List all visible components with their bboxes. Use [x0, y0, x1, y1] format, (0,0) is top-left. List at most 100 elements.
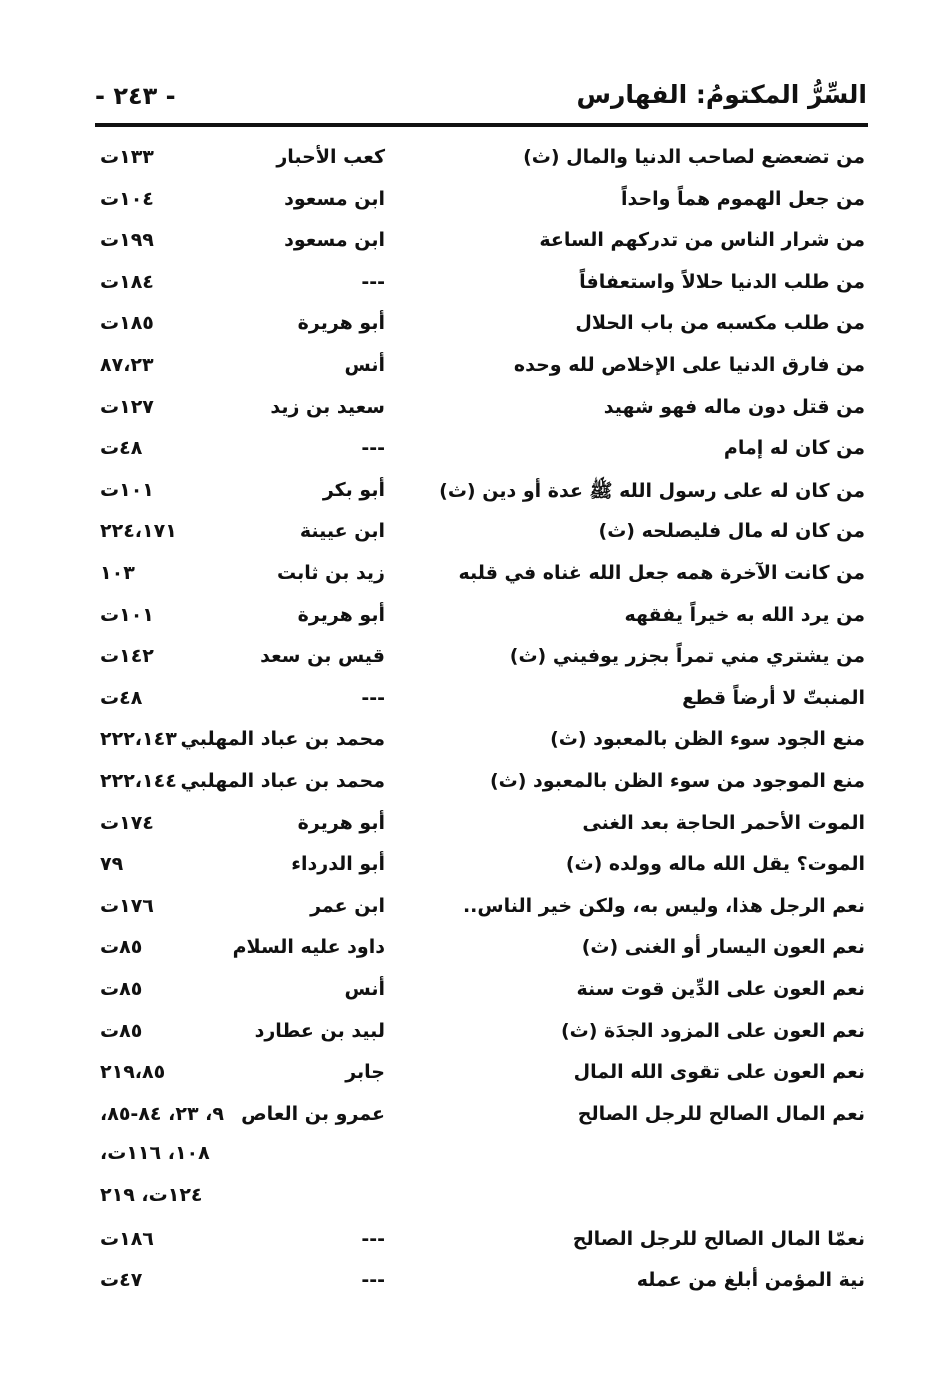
- index-entry: الموت؟ يقل الله ماله وولده (ث) أبو الدردا…: [0, 853, 947, 893]
- index-entry: نعم العون على المزود الجدَة (ث) لبيد بن ع…: [0, 1020, 947, 1060]
- entry-pages: ٤٧ت: [100, 1269, 143, 1292]
- entry-pages: ٢٢٢،١٤٣: [100, 728, 177, 751]
- entry-text: من كان له على رسول الله ﷺ عدة أو دين (ث): [439, 479, 865, 502]
- entry-text: من تضعضع لصاحب الدنيا والمال (ث): [523, 146, 865, 168]
- entry-pages: ١٤٢ت: [100, 645, 154, 668]
- entry-narrator: محمد بن عباد المهلبي: [180, 728, 385, 751]
- running-header-title: السِّرُّ المكتومُ: الفهارس: [576, 80, 867, 109]
- index-entry: من كان له مال فليصلحه (ث) ابن عيينة ٢٢٤،١٧…: [0, 520, 947, 560]
- entry-narrator: ---: [361, 437, 385, 460]
- entry-narrator: أبو بكر: [322, 478, 385, 501]
- entry-pages: ١٢٧ت: [100, 395, 154, 418]
- entry-narrator: لبيد بن عطارد: [254, 1019, 385, 1042]
- entry-text: نية المؤمن أبلغ من عمله: [636, 1269, 865, 1292]
- index-entry: من قتل دون ماله فهو شهيد سعيد بن زيد ١٢٧ت: [0, 396, 947, 436]
- index-entry: منع الجود سوء الظن بالمعبود (ث) محمد بن ع…: [0, 728, 947, 768]
- entry-text: نعم العون على المزود الجدَة (ث): [560, 1019, 865, 1042]
- entry-narrator: ابن مسعود: [284, 229, 385, 252]
- entry-narrator: أبو هريرة: [297, 811, 385, 834]
- entry-pages: ١٠١ت: [100, 603, 154, 626]
- entry-pages: ٨٧،٢٣: [100, 354, 154, 376]
- entry-text: نعم المال الصالح للرجل الصالح: [577, 1102, 865, 1125]
- entry-pages: ٤٨ت: [100, 686, 143, 709]
- entry-narrator: محمد بن عباد المهلبي: [180, 770, 385, 792]
- entry-pages: ١٩٩ت: [100, 229, 154, 252]
- entry-text: المنبتّ لا أرضاً قطع: [682, 686, 865, 709]
- entry-narrator: زيد بن ثابت: [276, 562, 385, 584]
- entry-pages: ١٠٣: [100, 562, 135, 584]
- entry-narrator: عمرو بن العاص: [241, 1102, 385, 1125]
- entry-pages: ١٨٤ت: [100, 270, 154, 293]
- index-entry: من كان له إمام --- ٤٨ت: [0, 437, 947, 477]
- index-entry: نعم العون على الدِّين قوت سنة أنس ٨٥ت: [0, 978, 947, 1018]
- entry-pages: ١٠٤ت: [100, 187, 154, 210]
- entry-narrator: ابن عيينة: [299, 520, 385, 543]
- index-entry: من تضعضع لصاحب الدنيا والمال (ث) كعب الأح…: [0, 146, 947, 186]
- entry-narrator: ---: [361, 1227, 385, 1250]
- entry-pages: ١٣٣ت: [100, 146, 154, 168]
- entry-narrator: ابن مسعود: [284, 187, 385, 210]
- index-entry: من طلب مكسبه من باب الحلال أبو هريرة ١٨٥ت: [0, 312, 947, 352]
- entry-pages: ١٨٦ت: [100, 1227, 154, 1250]
- entry-text: من شرار الناس من تدركهم الساعة: [539, 229, 865, 252]
- entry-narrator: ---: [361, 1269, 385, 1292]
- entry-narrator: أنس: [344, 354, 385, 376]
- entry-pages: ١٨٥ت: [100, 312, 154, 335]
- entry-text: من يرد الله به خيراً يفقهه: [624, 603, 865, 626]
- entry-narrator: ---: [361, 270, 385, 293]
- entry-pages: ٧٩: [100, 853, 124, 876]
- entry-text: منع الجود سوء الظن بالمعبود (ث): [550, 728, 865, 751]
- entry-text: نعم العون اليسار أو الغنى (ث): [581, 936, 865, 959]
- index-entry: المنبتّ لا أرضاً قطع --- ٤٨ت: [0, 687, 947, 727]
- entry-pages: ١٧٦ت: [100, 894, 154, 917]
- entry-pages: ٨٥ت: [100, 978, 143, 1000]
- index-entry: من كان له على رسول الله ﷺ عدة أو دين (ث)…: [0, 479, 947, 519]
- header-rule: [95, 123, 868, 127]
- entry-narrator: ---: [361, 686, 385, 709]
- entry-text: نعم العون على الدِّين قوت سنة: [576, 978, 865, 1000]
- index-entry: نية المؤمن أبلغ من عمله --- ٤٧ت: [0, 1269, 947, 1309]
- entry-narrator: سعيد بن زيد: [270, 395, 385, 418]
- entry-pages: ١٢٤ت، ٢١٩: [100, 1183, 203, 1206]
- entry-narrator: أبو الدرداء: [291, 853, 385, 876]
- entry-text: من جعل الهموم هماً واحداً: [620, 187, 865, 210]
- entry-text: من طلب الدنيا حلالاً واستعفافاً: [579, 270, 865, 293]
- index-entry: الموت الأحمر الحاجة بعد الغنى أبو هريرة ١٧…: [0, 812, 947, 852]
- entry-text: الموت الأحمر الحاجة بعد الغنى: [582, 811, 865, 834]
- entry-pages: ٢١٩،٨٥: [100, 1061, 166, 1084]
- entry-narrator: داود عليه السلام: [232, 936, 385, 959]
- entry-pages: ٢٢٢،١٤٤: [100, 770, 177, 792]
- index-entry: من جعل الهموم هماً واحداً ابن مسعود ١٠٤ت: [0, 188, 947, 228]
- entry-pages: ١٠٨، ١١٦ت،: [100, 1142, 210, 1165]
- entry-text: نعمّا المال الصالح للرجل الصالح: [572, 1227, 865, 1250]
- index-entry: من فارق الدنيا على الإخلاص لله وحده أنس ٨٧…: [0, 354, 947, 394]
- index-entry: نعم المال الصالح للرجل الصالح عمرو بن الع…: [0, 1102, 947, 1206]
- entry-narrator: جابر: [345, 1061, 385, 1084]
- index-entry: نعم العون اليسار أو الغنى (ث) داود عليه ا…: [0, 936, 947, 976]
- entry-text: نعم العون على تقوى الله المال: [573, 1061, 865, 1084]
- entry-pages: ٨٥ت: [100, 1019, 143, 1042]
- entry-text: من يشتري مني تمراً بجزر يوفيني (ث): [509, 645, 865, 668]
- entry-narrator: كعب الأحبار: [276, 146, 385, 168]
- index-entry: من يشتري مني تمراً بجزر يوفيني (ث) قيس بن…: [0, 645, 947, 685]
- index-entry: من كانت الآخرة همه جعل الله غناه في قلبه…: [0, 562, 947, 602]
- index-entry: نعم الرجل هذا، وليس به، ولكن خير الناس..…: [0, 895, 947, 935]
- entry-text: الموت؟ يقل الله ماله وولده (ث): [565, 853, 865, 876]
- entry-narrator: أبو هريرة: [297, 603, 385, 626]
- entry-narrator: أنس: [344, 978, 385, 1000]
- index-entry: نعم العون على تقوى الله المال جابر ٢١٩،٨٥: [0, 1061, 947, 1101]
- entry-pages: ١٧٤ت: [100, 811, 154, 834]
- entry-text: من كان له إمام: [723, 437, 865, 460]
- entry-text: من كانت الآخرة همه جعل الله غناه في قلبه: [458, 562, 865, 584]
- entry-pages: ٢٢٤،١٧١: [100, 520, 177, 543]
- entry-narrator: أبو هريرة: [297, 312, 385, 335]
- entry-pages: ٩، ٢٣، ٨٤-٨٥،: [100, 1102, 225, 1125]
- entry-text: نعم الرجل هذا، وليس به، ولكن خير الناس..: [462, 894, 865, 917]
- page-number: - ٢٤٣ -: [95, 82, 176, 110]
- index-entry: من شرار الناس من تدركهم الساعة ابن مسعود ١…: [0, 229, 947, 269]
- index-entry: من طلب الدنيا حلالاً واستعفافاً --- ١٨٤ت: [0, 271, 947, 311]
- entry-narrator: ابن عمر: [310, 894, 385, 917]
- entry-pages: ١٠١ت: [100, 478, 154, 501]
- index-entry: نعمّا المال الصالح للرجل الصالح --- ١٨٦ت: [0, 1228, 947, 1268]
- index-entry: منع الموجود من سوء الظن بالمعبود (ث) محمد…: [0, 770, 947, 810]
